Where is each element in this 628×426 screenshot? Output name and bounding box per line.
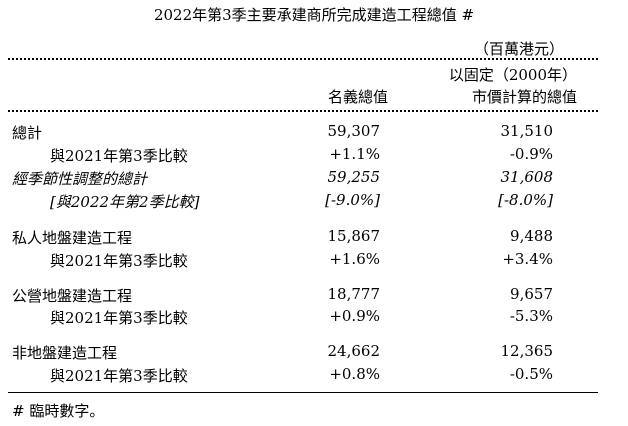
top-divider [8, 58, 598, 60]
nominal-value: +0.8% [329, 365, 380, 383]
nominal-value: 15,867 [327, 227, 381, 245]
table-row: [與2022年第2季比較] [-9.0%] [-8.0%] [0, 191, 628, 213]
row-label: 經季節性調整的總計 [12, 170, 148, 188]
table-row: 與2021年第3季比較 +1.6% +3.4% [0, 250, 628, 272]
constant-value: +3.4% [502, 250, 553, 268]
table-row: 與2021年第3季比較 +1.1% -0.9% [0, 145, 628, 167]
column-header-constant-line1: 以固定（2000年） [448, 66, 577, 84]
row-label: [與2022年第2季比較] [50, 193, 200, 211]
footnote: # 臨時數字。 [12, 402, 105, 420]
constant-value: 9,488 [510, 227, 553, 245]
constant-value: 31,510 [500, 122, 554, 140]
constant-value: 31,608 [500, 168, 554, 186]
row-label: 與2021年第3季比較 [50, 367, 188, 385]
row-label: 與2021年第3季比較 [50, 252, 188, 270]
row-label: 非地盤建造工程 [12, 344, 118, 362]
nominal-value: 24,662 [327, 342, 381, 360]
constant-value: -0.9% [509, 145, 553, 163]
nominal-value: 59,255 [327, 168, 381, 186]
table-row: 非地盤建造工程 24,662 12,365 [0, 342, 628, 364]
table-row: 私人地盤建造工程 15,867 9,488 [0, 227, 628, 249]
table-row: 與2021年第3季比較 +0.9% -5.3% [0, 307, 628, 329]
nominal-value: 18,777 [327, 285, 381, 303]
nominal-value: +0.9% [329, 307, 380, 325]
bottom-divider [8, 392, 598, 393]
table-row: 總計 59,307 31,510 [0, 122, 628, 144]
table-row: 公營地盤建造工程 18,777 9,657 [0, 285, 628, 307]
column-header-nominal: 名義總值 [327, 88, 388, 106]
row-label: 公營地盤建造工程 [12, 287, 133, 305]
unit-label: （百萬港元） [474, 40, 565, 58]
column-header-constant-line2: 市價計算的總值 [471, 88, 577, 106]
row-label: 與2021年第3季比較 [50, 309, 188, 327]
constant-value: -0.5% [509, 365, 553, 383]
row-label: 私人地盤建造工程 [12, 229, 133, 247]
nominal-value: [-9.0%] [325, 191, 380, 209]
table-title: 2022年第3季主要承建商所完成建造工程總值 # [153, 6, 475, 24]
row-label: 與2021年第3季比較 [50, 147, 188, 165]
header-divider [8, 110, 598, 112]
constant-value: 12,365 [500, 342, 554, 360]
row-label: 總計 [12, 124, 43, 142]
nominal-value: 59,307 [327, 122, 381, 140]
table-row: 與2021年第3季比較 +0.8% -0.5% [0, 365, 628, 387]
nominal-value: +1.6% [329, 250, 380, 268]
constant-value: -5.3% [509, 307, 553, 325]
nominal-value: +1.1% [329, 145, 380, 163]
constant-value: 9,657 [510, 285, 553, 303]
table-row: 經季節性調整的總計 59,255 31,608 [0, 168, 628, 190]
constant-value: [-8.0%] [498, 191, 553, 209]
